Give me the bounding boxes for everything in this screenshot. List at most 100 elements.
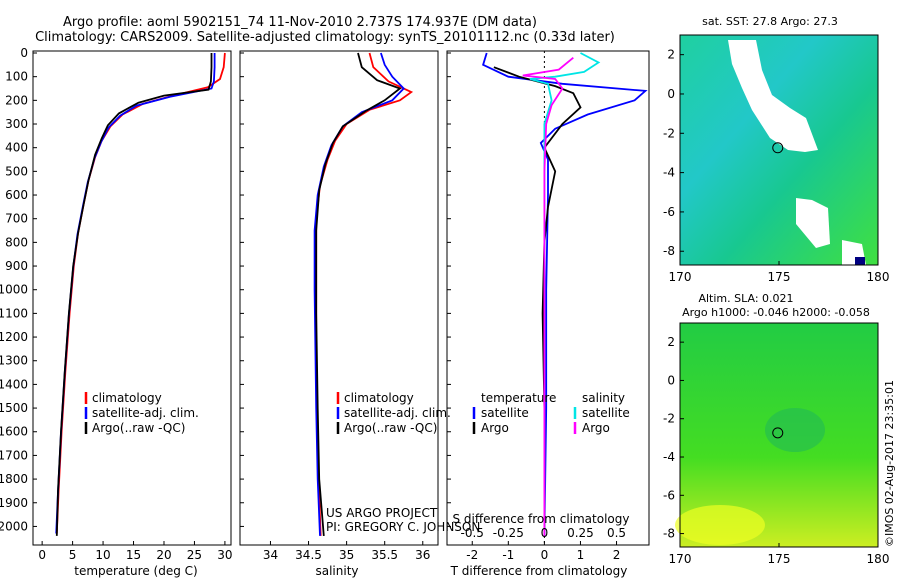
difference-x-label-s: S difference from climatology xyxy=(453,512,630,526)
x-tick-label: 34 xyxy=(263,548,278,562)
x-tick-label: 34.5 xyxy=(295,548,322,562)
legend-label-argo: Argo(..raw -QC) xyxy=(344,421,437,435)
map-x-tick-label: 170 xyxy=(669,552,692,566)
series-satellite-adj-clim- xyxy=(313,52,405,536)
x-tick-label-s: 0.25 xyxy=(567,526,594,540)
difference-x-label-t: T difference from climatology xyxy=(450,564,628,578)
project-annotation-line1: US ARGO PROJECT xyxy=(326,506,438,520)
figure-title-line2: Climatology: CARS2009. Satellite-adjuste… xyxy=(35,30,615,45)
figure-title-line1: Argo profile: aoml 5902151_74 11-Nov-201… xyxy=(63,15,537,30)
map-x-tick-label: 175 xyxy=(768,552,791,566)
x-tick-label: 36 xyxy=(415,548,430,562)
map-y-tick-label: -8 xyxy=(663,244,675,258)
series-argo-raw-qc- xyxy=(315,52,402,536)
series-climatology xyxy=(55,52,226,534)
sst-map-axes: 170 175 180 2 0 -2 -4 -6 -8 xyxy=(663,48,889,284)
depth-tick-label: 1300 xyxy=(0,354,28,368)
depth-axis: 0 100 200 300 400 500 600 700 800 900 1000 1100 1200… xyxy=(0,46,451,533)
difference-x-axis: -2 -1 0 1 2 -0.5 -0.25 0 0.25 0.5 xyxy=(461,526,627,562)
x-tick-label-s: -0.5 xyxy=(461,526,484,540)
depth-tick-label: 1700 xyxy=(0,448,28,462)
depth-tick-label: 700 xyxy=(5,212,28,226)
sla-map-title-line2: Argo h1000: -0.046 h2000: -0.058 xyxy=(682,306,870,319)
sst-map-title: sat. SST: 27.8 Argo: 27.3 xyxy=(702,15,838,28)
temperature-legend: climatology satellite-adj. clim. Argo(..… xyxy=(84,391,199,435)
depth-tick-label: 0 xyxy=(20,46,28,60)
map-x-tick-label: 170 xyxy=(669,270,692,284)
depth-tick-label: 400 xyxy=(5,141,28,155)
legend-label-argo: Argo(..raw -QC) xyxy=(92,421,185,435)
legend-label-satellite: satellite-adj. clim. xyxy=(92,406,199,420)
temperature-x-axis: 0 5 10 15 20 25 30 xyxy=(38,541,233,562)
depth-tick-label: 100 xyxy=(5,70,28,84)
depth-tick-label: 800 xyxy=(5,235,28,249)
sst-map xyxy=(679,34,879,266)
series-salinity-argo xyxy=(522,57,574,536)
x-tick-label-t: -1 xyxy=(502,548,514,562)
sst-field xyxy=(680,35,878,265)
depth-tick-label: 500 xyxy=(5,164,28,178)
map-y-tick-label: -2 xyxy=(663,126,675,140)
depth-tick-label: 1800 xyxy=(0,472,28,486)
x-tick-label: 20 xyxy=(156,548,171,562)
map-x-tick-label: 180 xyxy=(867,552,890,566)
project-annotation-line2: PI: GREGORY C. JOHNSON xyxy=(326,520,480,534)
legend-label-climatology: climatology xyxy=(344,391,414,405)
salinity-panel xyxy=(239,50,439,546)
x-tick-label-t: 1 xyxy=(577,548,585,562)
sla-map-title-line1: Altim. SLA: 0.021 xyxy=(698,292,793,305)
credit-stamp: ©IMOS 02-Aug-2017 23:35:01 xyxy=(883,380,896,547)
map-y-tick-label: 0 xyxy=(667,373,675,387)
depth-tick-label: 1500 xyxy=(0,401,28,415)
argo-position-marker xyxy=(772,427,784,439)
depth-tick-label: 300 xyxy=(5,117,28,131)
map-y-tick-label: -6 xyxy=(663,205,675,219)
temperature-profile-plot xyxy=(55,52,226,536)
depth-tick-label: 1400 xyxy=(0,377,28,391)
legend-label-sal-satellite: satellite xyxy=(582,406,630,420)
x-tick-label-s: 0 xyxy=(541,526,549,540)
cloud-mask xyxy=(796,198,830,248)
depth-tick-label: 600 xyxy=(5,188,28,202)
legend-label-temp-satellite: satellite xyxy=(481,406,529,420)
depth-tick-label: 2000 xyxy=(0,519,28,533)
series-temperature-argo xyxy=(493,66,582,536)
depth-tick-label: 1600 xyxy=(0,425,28,439)
series-climatology xyxy=(315,52,414,536)
cloud-mask xyxy=(728,40,818,152)
legend-label-climatology: climatology xyxy=(92,391,162,405)
x-tick-label: 35 xyxy=(339,548,354,562)
difference-legend: temperature salinity satellite Argo sate… xyxy=(472,391,630,435)
depth-tick-label: 1000 xyxy=(0,283,28,297)
sla-anomaly xyxy=(675,505,765,545)
sla-anomaly xyxy=(765,408,825,452)
x-tick-label-s: -0.25 xyxy=(493,526,524,540)
temperature-x-label: temperature (deg C) xyxy=(74,564,197,578)
series-argo-raw-qc- xyxy=(55,53,213,536)
x-tick-label: 30 xyxy=(217,548,232,562)
legend-header-salinity: salinity xyxy=(582,391,625,405)
x-tick-label: 10 xyxy=(95,548,110,562)
x-tick-label: 35.5 xyxy=(371,548,398,562)
temperature-panel xyxy=(32,50,232,546)
x-tick-label: 25 xyxy=(187,548,202,562)
map-x-tick-label: 175 xyxy=(768,270,791,284)
legend-header-temperature: temperature xyxy=(481,391,556,405)
map-y-tick-label: -2 xyxy=(663,412,675,426)
x-tick-label: 15 xyxy=(126,548,141,562)
map-x-tick-label: 180 xyxy=(867,270,890,284)
salinity-legend: climatology satellite-adj. clim. Argo(..… xyxy=(336,391,451,435)
map-y-tick-label: -6 xyxy=(663,488,675,502)
difference-panel xyxy=(446,50,650,546)
series-satellite-adj-clim- xyxy=(55,53,216,534)
depth-tick-label: 900 xyxy=(5,259,28,273)
x-tick-label: 5 xyxy=(69,548,77,562)
sla-map-axes: 170 175 180 2 0 -2 -4 -6 -8 xyxy=(663,335,889,566)
map-y-tick-label: -8 xyxy=(663,527,675,541)
x-tick-label-s: 0.5 xyxy=(607,526,626,540)
legend-label-sal-argo: Argo xyxy=(582,421,610,435)
map-y-tick-label: 2 xyxy=(667,335,675,349)
depth-tick-label: 1900 xyxy=(0,496,28,510)
argo-position-marker xyxy=(772,142,784,154)
